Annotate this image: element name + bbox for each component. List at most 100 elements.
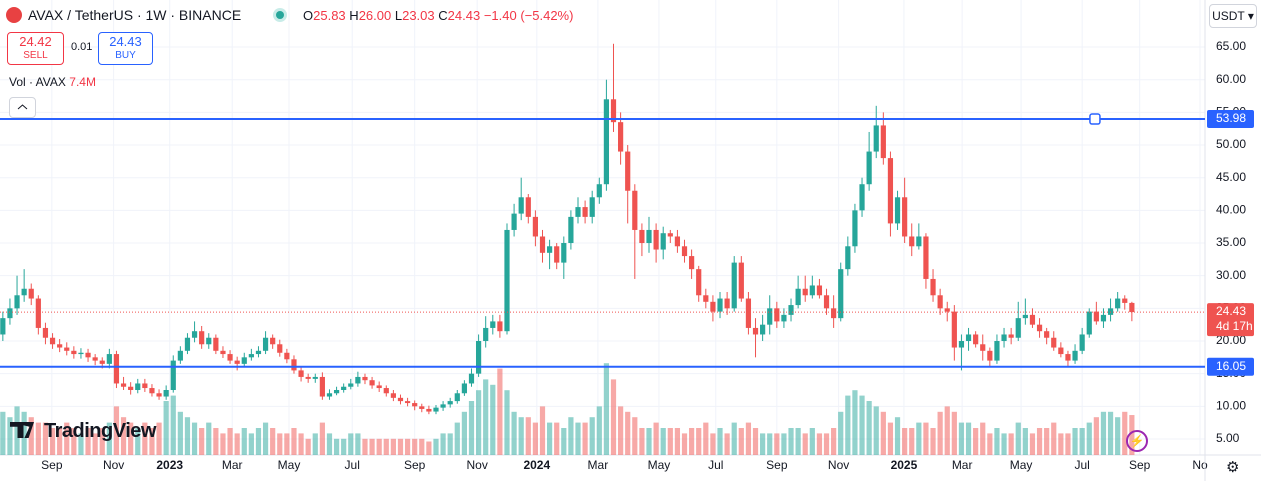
volume-bar xyxy=(490,384,496,455)
x-tick-label: Nov xyxy=(466,458,487,472)
sell-label: SELL xyxy=(23,50,48,61)
candle-body xyxy=(639,229,645,244)
candle-body xyxy=(468,373,475,384)
volume-bar xyxy=(1086,422,1092,455)
volume-bar xyxy=(951,411,957,455)
candle-body xyxy=(1115,298,1121,309)
volume-bar xyxy=(1015,422,1021,455)
volume-bar xyxy=(504,390,510,455)
x-tick-label: Sep xyxy=(41,458,63,472)
candle-body xyxy=(369,380,375,386)
y-tick-label: 10.00 xyxy=(1216,399,1246,413)
x-tick-label: Jul xyxy=(708,458,723,472)
settings-icon[interactable]: ⚙ xyxy=(1226,459,1240,476)
collapse-button[interactable] xyxy=(9,97,36,118)
candle-body xyxy=(681,246,688,257)
candle-body xyxy=(42,327,49,338)
volume-bar xyxy=(880,411,886,455)
candle-body xyxy=(568,216,574,244)
candle-body xyxy=(674,236,681,247)
volume-bar xyxy=(383,438,389,455)
currency-select[interactable]: USDT ▾ xyxy=(1209,4,1257,28)
candle-body xyxy=(752,327,759,335)
candle-body xyxy=(689,256,695,270)
candle-body xyxy=(852,210,858,247)
candle-body xyxy=(774,308,780,322)
candle-body xyxy=(305,376,311,379)
candle-body xyxy=(646,229,652,244)
volume-bar xyxy=(426,441,432,455)
candle-body xyxy=(270,337,276,345)
candle-body xyxy=(319,376,325,397)
candle-body xyxy=(419,406,425,409)
volume-bar xyxy=(511,411,517,455)
volume-bar xyxy=(1022,428,1028,455)
symbol[interactable]: AVAX / TetherUS · 1W · BINANCE xyxy=(28,7,242,23)
volume-bar xyxy=(1079,428,1085,455)
volume-bar xyxy=(397,438,404,455)
volume-bar xyxy=(199,428,205,455)
candle-body xyxy=(284,352,290,360)
candle-body xyxy=(0,318,6,335)
candle-body xyxy=(404,401,411,404)
candle-body xyxy=(490,321,496,328)
volume-bar xyxy=(902,428,908,455)
volume-bar xyxy=(546,422,553,455)
volume-bar xyxy=(603,363,610,455)
volume-bar xyxy=(781,433,787,455)
candle-body xyxy=(7,308,13,319)
volume-bar xyxy=(376,438,382,455)
candle-body xyxy=(980,344,986,351)
volume-bar xyxy=(170,395,176,455)
volume-bar xyxy=(845,395,851,455)
candle-body xyxy=(845,246,851,270)
candle-body xyxy=(767,308,773,325)
candle-body xyxy=(525,197,531,217)
x-tick-label: May xyxy=(648,458,671,472)
volume-bar xyxy=(958,422,965,455)
volume-bar xyxy=(816,433,823,455)
x-tick-label: May xyxy=(278,458,301,472)
candle-body xyxy=(973,334,979,345)
volume-bar xyxy=(184,417,191,455)
candle-body xyxy=(78,352,84,355)
volume-bar xyxy=(312,433,318,455)
buy-button[interactable]: 24.43 BUY xyxy=(98,32,153,65)
volume-bar xyxy=(980,422,986,455)
volume-bar xyxy=(681,433,688,455)
volume-bar xyxy=(539,406,546,455)
alert-icon[interactable]: ⚡ xyxy=(1126,430,1148,452)
volume-bar xyxy=(1100,411,1107,455)
candle-body xyxy=(312,376,318,379)
volume-bar xyxy=(639,428,645,455)
sell-button[interactable]: 24.42 SELL xyxy=(7,32,64,65)
candle-body xyxy=(710,301,716,312)
volume-bar xyxy=(1008,433,1014,455)
candle-body xyxy=(887,158,894,224)
candle-body xyxy=(724,298,730,309)
volume-bar xyxy=(106,422,112,455)
watermark-text: TradingView xyxy=(44,420,156,442)
candle-body xyxy=(781,314,787,322)
volume-bar xyxy=(873,406,879,455)
candle-body xyxy=(163,390,169,397)
candle-body xyxy=(994,341,1000,361)
ohlc: O25.83 H26.00 L23.03 C24.43 −1.40 (−5.42… xyxy=(303,8,573,23)
volume-bar xyxy=(78,433,84,455)
watermark-icon xyxy=(10,422,34,438)
candle-body xyxy=(390,393,396,398)
candle-body xyxy=(362,376,368,381)
ohlc-key: O xyxy=(303,8,314,23)
volume-legend: Vol · AVAX 7.4M xyxy=(9,75,96,89)
volume-bar xyxy=(575,422,581,455)
candle-body xyxy=(135,383,141,390)
candle-body xyxy=(383,388,389,394)
candle-body xyxy=(930,278,936,296)
last-price-box xyxy=(1207,303,1254,337)
volume-bar xyxy=(412,438,418,455)
volume-bar xyxy=(916,422,922,455)
x-tick-label: Sep xyxy=(766,458,788,472)
volume-bar xyxy=(752,428,759,455)
candle-body xyxy=(433,407,439,412)
candle-body xyxy=(397,397,404,402)
